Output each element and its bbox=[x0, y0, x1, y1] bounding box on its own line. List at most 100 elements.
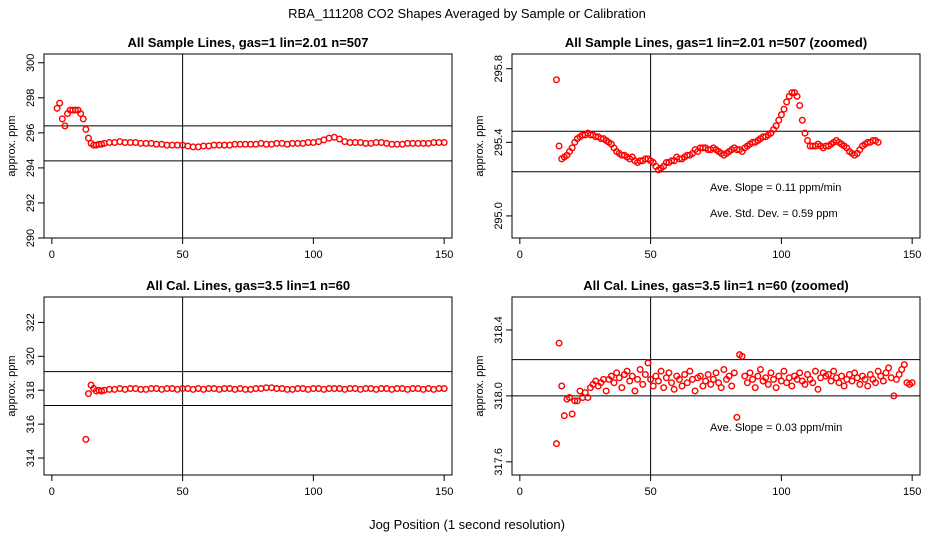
y-tick-label: 318.0 bbox=[493, 382, 505, 410]
data-point bbox=[780, 367, 788, 375]
data-point bbox=[793, 92, 801, 100]
panel-2: All Sample Lines, gas=1 lin=2.01 n=507 (… bbox=[474, 35, 921, 261]
annotation: Ave. Slope = 0.03 ppm/min bbox=[710, 422, 842, 434]
data-point bbox=[555, 339, 563, 347]
data-point bbox=[647, 375, 655, 383]
annotation: Ave. Slope = 0.11 ppm/min bbox=[710, 182, 841, 194]
data-point bbox=[691, 387, 699, 395]
data-point bbox=[900, 361, 908, 369]
y-tick-label: 320 bbox=[25, 347, 37, 365]
data-point bbox=[770, 375, 778, 383]
data-point bbox=[733, 413, 741, 421]
data-point bbox=[725, 372, 733, 380]
data-point bbox=[824, 370, 832, 378]
panel-title: All Sample Lines, gas=1 lin=2.01 n=507 bbox=[128, 35, 369, 50]
x-tick-label: 150 bbox=[435, 249, 453, 261]
data-point bbox=[838, 372, 846, 380]
data-point bbox=[811, 367, 819, 375]
x-tick-label: 150 bbox=[435, 486, 453, 498]
x-tick-label: 100 bbox=[304, 249, 322, 261]
data-point bbox=[709, 375, 717, 383]
plot-frame bbox=[511, 53, 921, 239]
data-point bbox=[872, 379, 880, 387]
data-point bbox=[746, 369, 754, 377]
data-point bbox=[804, 136, 812, 144]
data-point bbox=[743, 379, 751, 387]
data-point bbox=[552, 76, 560, 84]
y-tick-label: 295.8 bbox=[493, 55, 505, 83]
data-point bbox=[751, 384, 759, 392]
data-point bbox=[848, 377, 856, 385]
x-tick-label: 0 bbox=[517, 486, 523, 498]
panel-1: All Sample Lines, gas=1 lin=2.01 n=507 0 5… bbox=[6, 35, 453, 261]
data-point bbox=[636, 366, 644, 374]
data-point bbox=[631, 387, 639, 395]
data-point bbox=[641, 370, 649, 378]
data-point bbox=[801, 380, 809, 388]
data-point bbox=[728, 382, 736, 390]
x-tick-label: 100 bbox=[304, 486, 322, 498]
data-point bbox=[772, 122, 780, 130]
data-point bbox=[686, 367, 694, 375]
data-point bbox=[58, 115, 66, 123]
y-axis-label: approx. ppm bbox=[6, 115, 18, 176]
y-axis-label: approx. ppm bbox=[474, 115, 486, 176]
data-point bbox=[683, 379, 691, 387]
data-point bbox=[749, 375, 757, 383]
y-tick-label: 296 bbox=[25, 124, 37, 142]
data-point bbox=[568, 144, 576, 152]
data-point bbox=[764, 380, 772, 388]
data-point bbox=[665, 369, 673, 377]
data-point bbox=[568, 410, 576, 418]
data-point bbox=[754, 372, 762, 380]
data-point bbox=[552, 440, 560, 448]
y-tick-label: 300 bbox=[25, 54, 37, 72]
data-point bbox=[77, 110, 85, 118]
data-point bbox=[668, 379, 676, 387]
data-point bbox=[908, 379, 916, 387]
x-tick-label: 0 bbox=[517, 249, 523, 261]
data-point bbox=[809, 379, 817, 387]
data-point bbox=[675, 375, 683, 383]
data-point bbox=[82, 125, 90, 133]
panel-4: All Cal. Lines, gas=3.5 lin=1 n=60 (zoom… bbox=[474, 278, 921, 498]
data-point bbox=[670, 385, 678, 393]
main-title: RBA_111208 CO2 Shapes Averaged by Sample… bbox=[288, 6, 646, 21]
y-axis-label: approx. ppm bbox=[474, 355, 486, 416]
data-point bbox=[657, 367, 665, 375]
data-point bbox=[788, 382, 796, 390]
data-point bbox=[796, 369, 804, 377]
y-tick-label: 294 bbox=[25, 159, 37, 177]
panels: All Sample Lines, gas=1 lin=2.01 n=507 0 5… bbox=[6, 35, 921, 498]
data-point bbox=[741, 372, 749, 380]
data-point bbox=[798, 116, 806, 124]
data-point bbox=[712, 369, 720, 377]
data-point bbox=[654, 377, 662, 385]
data-point bbox=[796, 102, 804, 110]
data-point bbox=[780, 105, 788, 113]
x-tick-label: 150 bbox=[903, 249, 921, 261]
data-point bbox=[634, 375, 642, 383]
data-point bbox=[738, 352, 746, 360]
data-point bbox=[555, 142, 563, 150]
data-point bbox=[571, 397, 579, 405]
data-point bbox=[874, 138, 882, 146]
data-point bbox=[53, 104, 61, 112]
data-point bbox=[660, 384, 668, 392]
plot-frame bbox=[43, 53, 453, 239]
data-point bbox=[56, 99, 64, 107]
data-point bbox=[835, 379, 843, 387]
data-point bbox=[864, 382, 872, 390]
data-point bbox=[649, 382, 657, 390]
data-point bbox=[678, 382, 686, 390]
x-tick-label: 150 bbox=[903, 486, 921, 498]
data-point bbox=[756, 366, 764, 374]
data-point bbox=[71, 106, 79, 114]
data-point bbox=[610, 379, 618, 387]
data-point bbox=[696, 372, 704, 380]
data-point bbox=[584, 394, 592, 402]
data-point bbox=[775, 116, 783, 124]
y-tick-label: 318 bbox=[25, 381, 37, 399]
data-point bbox=[702, 377, 710, 385]
